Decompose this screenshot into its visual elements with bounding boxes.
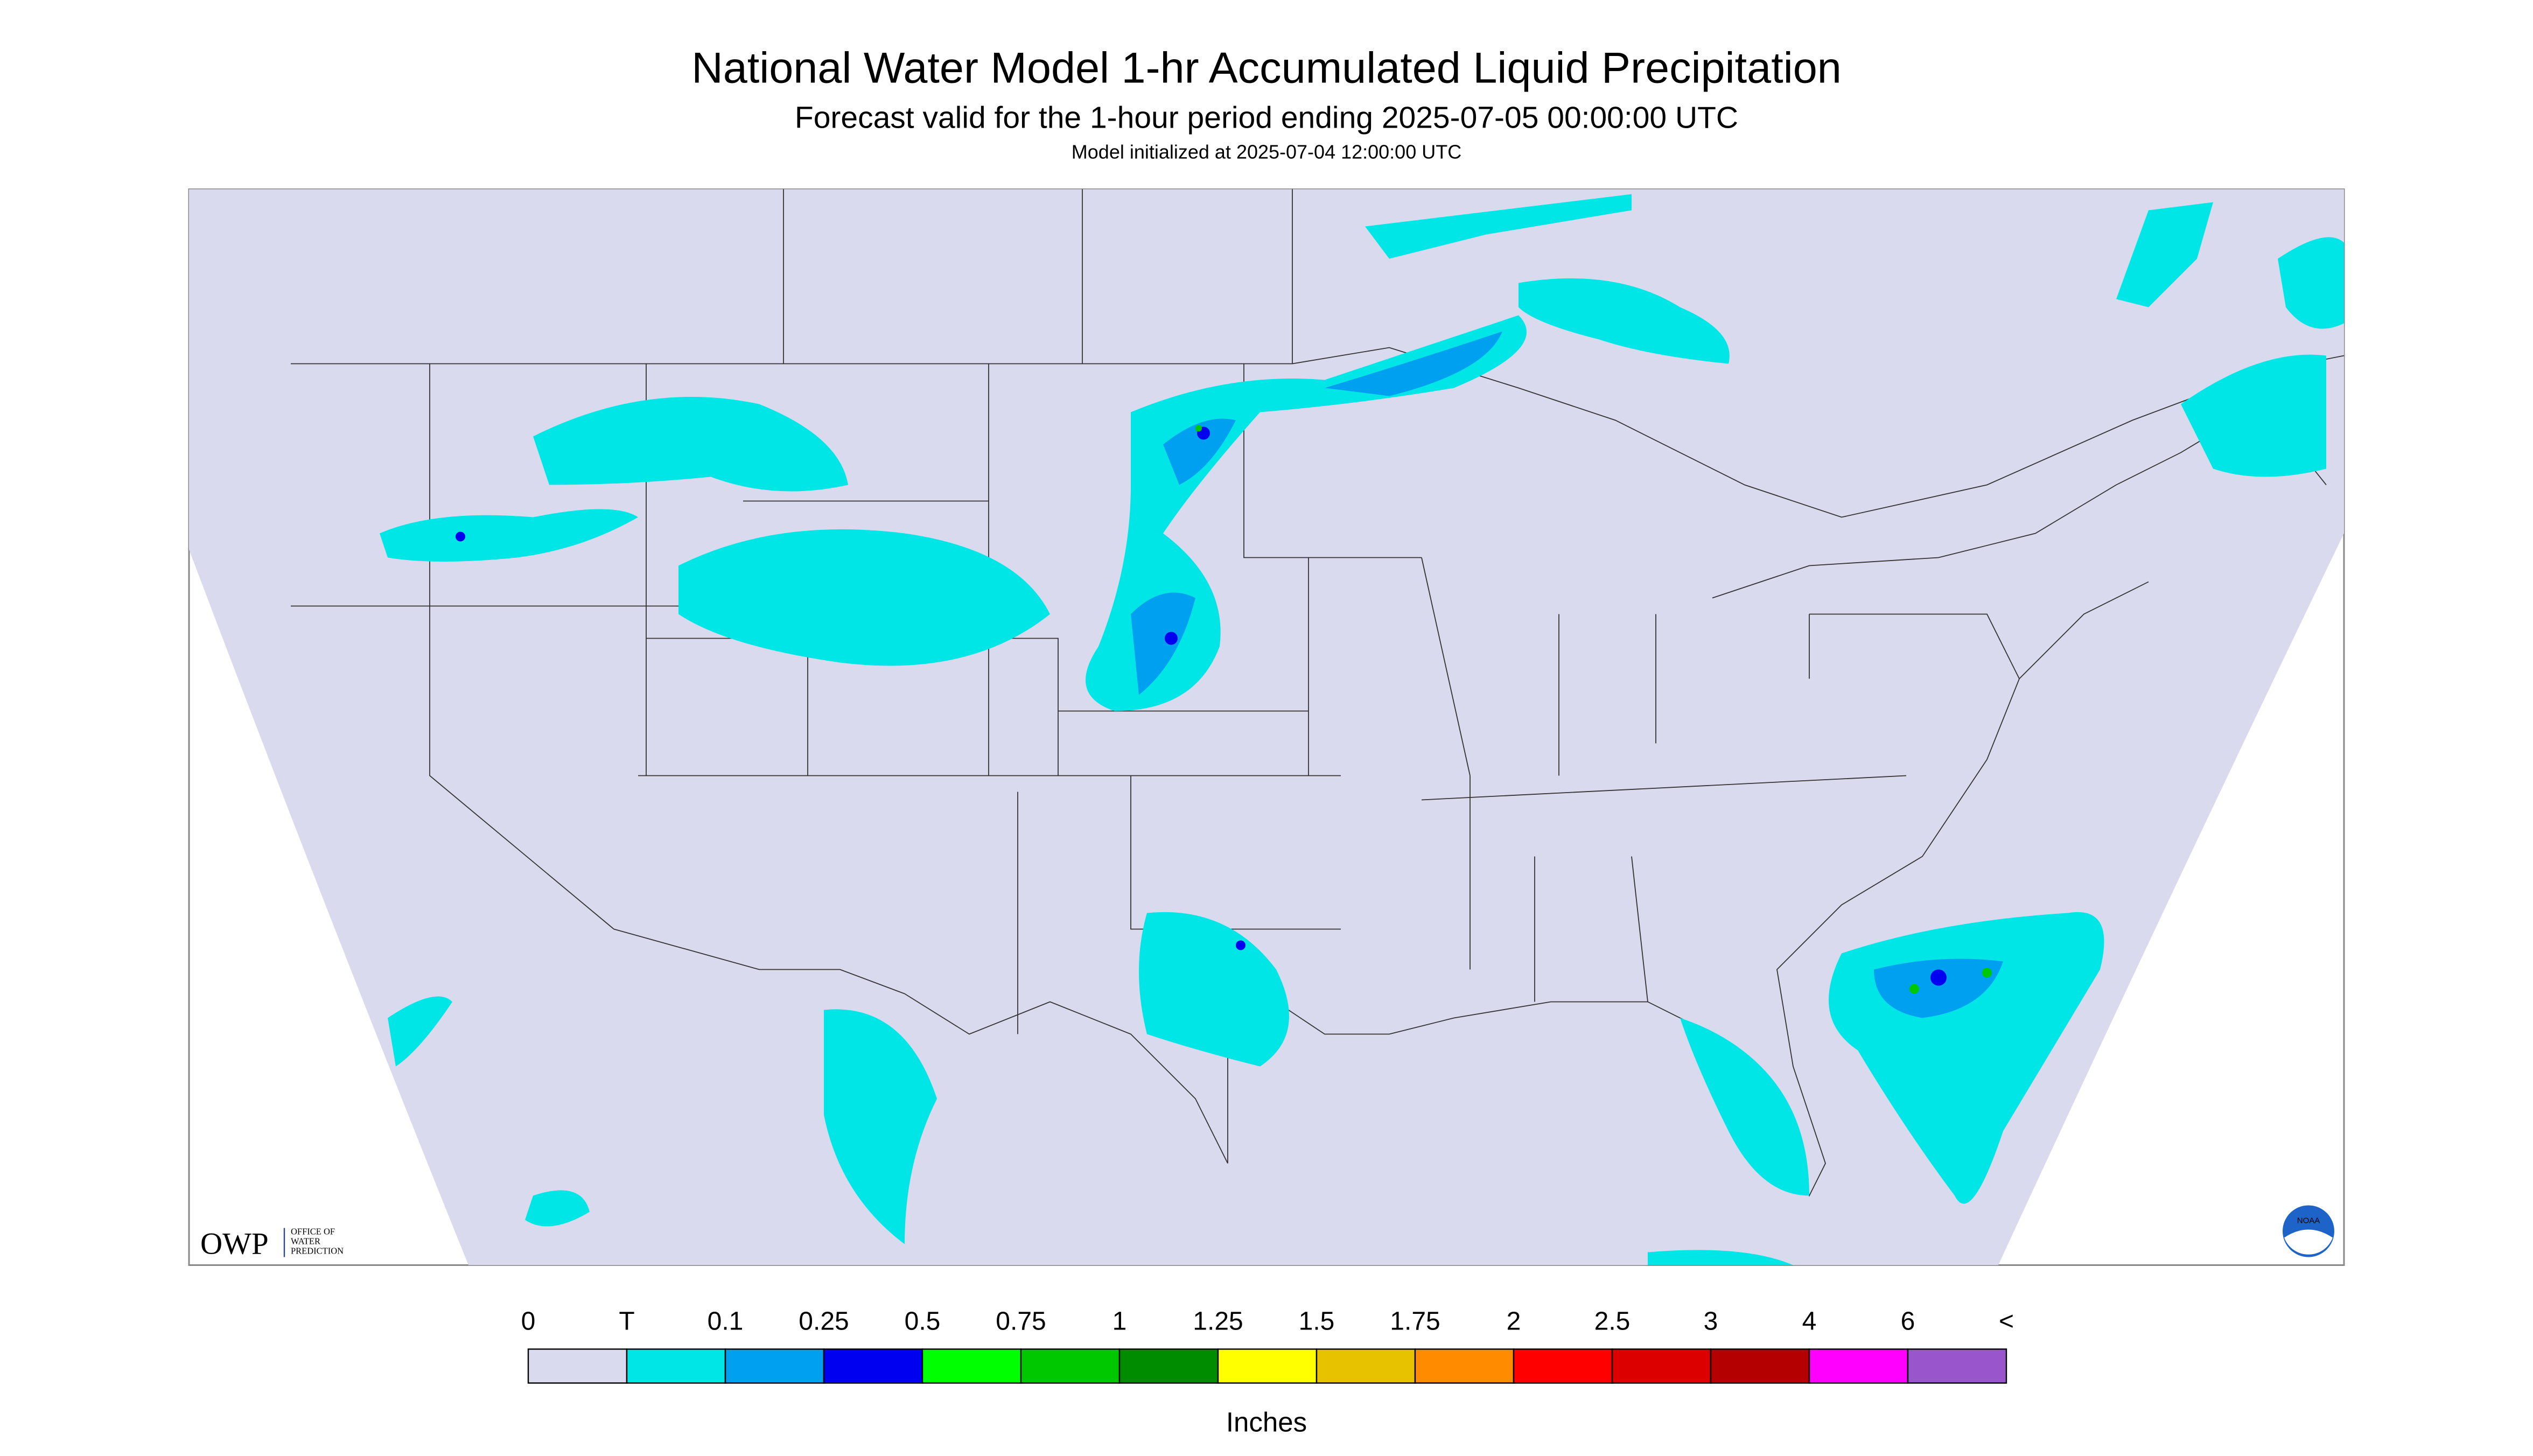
legend: 0 T 0.1 0.25 0.5 0.75 1 1.25 1.5 1.75 2 2.5 3 4 6 <	[521, 1307, 2014, 1384]
legend-label: 0.75	[996, 1307, 1046, 1336]
init-note: Model initialized at 2025-07-04 12:00:00…	[1072, 141, 1461, 163]
owp-text: PREDICTION	[291, 1246, 344, 1256]
owp-text: WATER	[291, 1236, 320, 1247]
owp-mark: OWP	[200, 1227, 269, 1261]
legend-swatch	[921, 1348, 1022, 1384]
legend-swatch	[823, 1348, 923, 1384]
legend-swatch	[527, 1348, 628, 1384]
precipitation-heavy	[456, 426, 1947, 986]
legend-swatch	[1808, 1348, 1909, 1384]
legend-swatch	[1907, 1348, 2007, 1384]
map	[188, 188, 2345, 1266]
owp-logo: OWP OFFICE OF WATER PREDICTION	[200, 1227, 344, 1261]
noaa-wave	[2284, 1229, 2333, 1255]
legend-label: 0.25	[799, 1307, 849, 1336]
legend-swatch	[1118, 1348, 1219, 1384]
legend-swatch	[1414, 1348, 1515, 1384]
owp-text: OFFICE OF	[291, 1227, 335, 1237]
legend-label: 2	[1507, 1307, 1521, 1336]
title: National Water Model 1-hr Accumulated Li…	[691, 44, 1842, 93]
noaa-logo: NOAA	[2283, 1205, 2334, 1257]
legend-label: 1.5	[1299, 1307, 1335, 1336]
legend-units: Inches	[1226, 1407, 1307, 1438]
legend-label: 3	[1704, 1307, 1718, 1336]
legend-label: 4	[1802, 1307, 1817, 1336]
legend-swatch	[1611, 1348, 1712, 1384]
legend-label: 0	[521, 1307, 536, 1336]
noaa-text: NOAA	[2297, 1216, 2320, 1226]
legend-label: <	[1999, 1307, 2014, 1336]
legend-label: 2.5	[1594, 1307, 1631, 1336]
legend-swatch	[626, 1348, 726, 1384]
precipitation-intense	[1195, 425, 1992, 994]
subtitle: Forecast valid for the 1-hour period end…	[795, 101, 1738, 135]
legend-swatch	[1217, 1348, 1318, 1384]
legend-label: 1	[1112, 1307, 1127, 1336]
legend-label: 1.25	[1193, 1307, 1243, 1336]
legend-label: 0.1	[708, 1307, 744, 1336]
legend-label: 1.75	[1390, 1307, 1440, 1336]
precipitation	[380, 194, 2344, 1265]
legend-swatch	[1020, 1348, 1121, 1384]
legend-label: T	[619, 1307, 634, 1336]
legend-label: 6	[1901, 1307, 1915, 1336]
legend-swatch	[1710, 1348, 1810, 1384]
model-domain	[189, 189, 2344, 1265]
precipitation-moderate	[1131, 331, 2003, 1018]
legend-label: 0.5	[905, 1307, 941, 1336]
legend-swatch	[724, 1348, 825, 1384]
legend-swatch	[1316, 1348, 1416, 1384]
legend-swatch	[1513, 1348, 1613, 1384]
